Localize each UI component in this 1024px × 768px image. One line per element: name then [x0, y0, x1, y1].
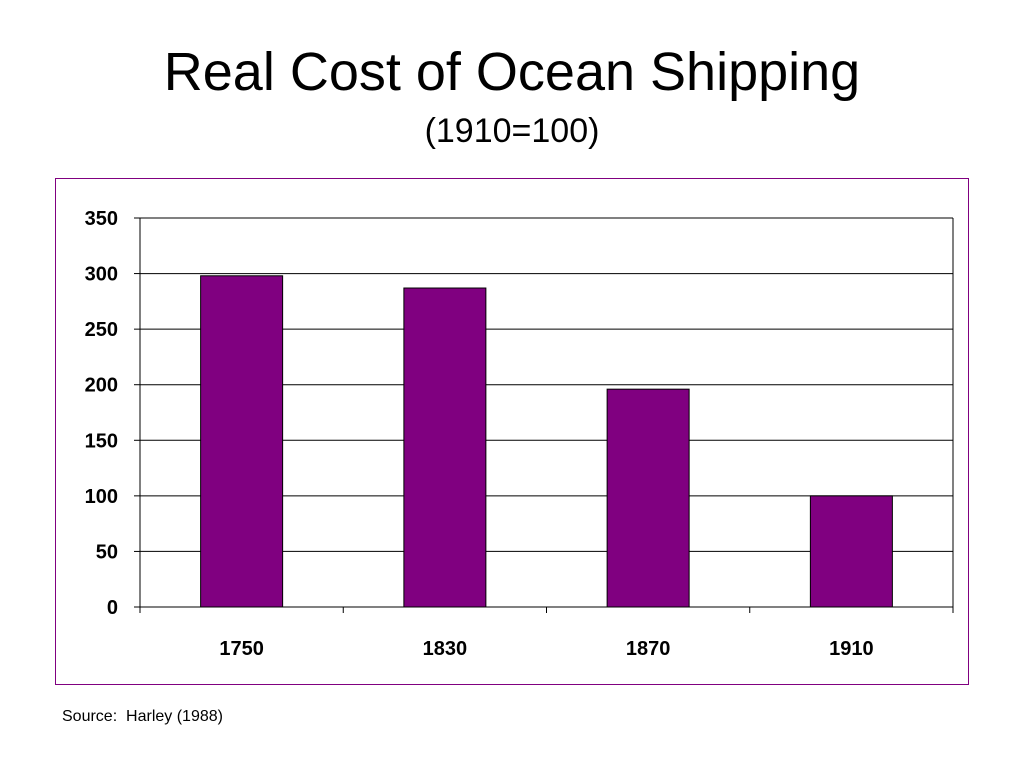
y-tick-label: 350	[85, 208, 118, 230]
slide-title: Real Cost of Ocean Shipping	[163, 42, 861, 102]
y-tick-label: 50	[96, 541, 118, 563]
y-tick-label: 250	[85, 319, 118, 341]
x-tick-label: 1830	[423, 638, 468, 660]
x-tick-label: 1750	[219, 638, 264, 660]
y-tick-label: 150	[85, 430, 118, 452]
y-tick-label: 0	[107, 597, 118, 619]
y-tick-label: 300	[85, 264, 118, 286]
bar-1830	[403, 287, 487, 608]
y-tick-label: 100	[85, 486, 118, 508]
bar-1750	[200, 275, 284, 608]
source-note: Source: Harley (1988)	[62, 708, 223, 725]
y-tick-label: 200	[85, 375, 118, 397]
bar-1910	[809, 495, 893, 608]
slide-subtitle: (1910=100)	[424, 112, 600, 150]
x-tick-label: 1910	[829, 638, 874, 660]
bar-1870	[606, 388, 690, 608]
x-tick-label: 1870	[626, 638, 671, 660]
